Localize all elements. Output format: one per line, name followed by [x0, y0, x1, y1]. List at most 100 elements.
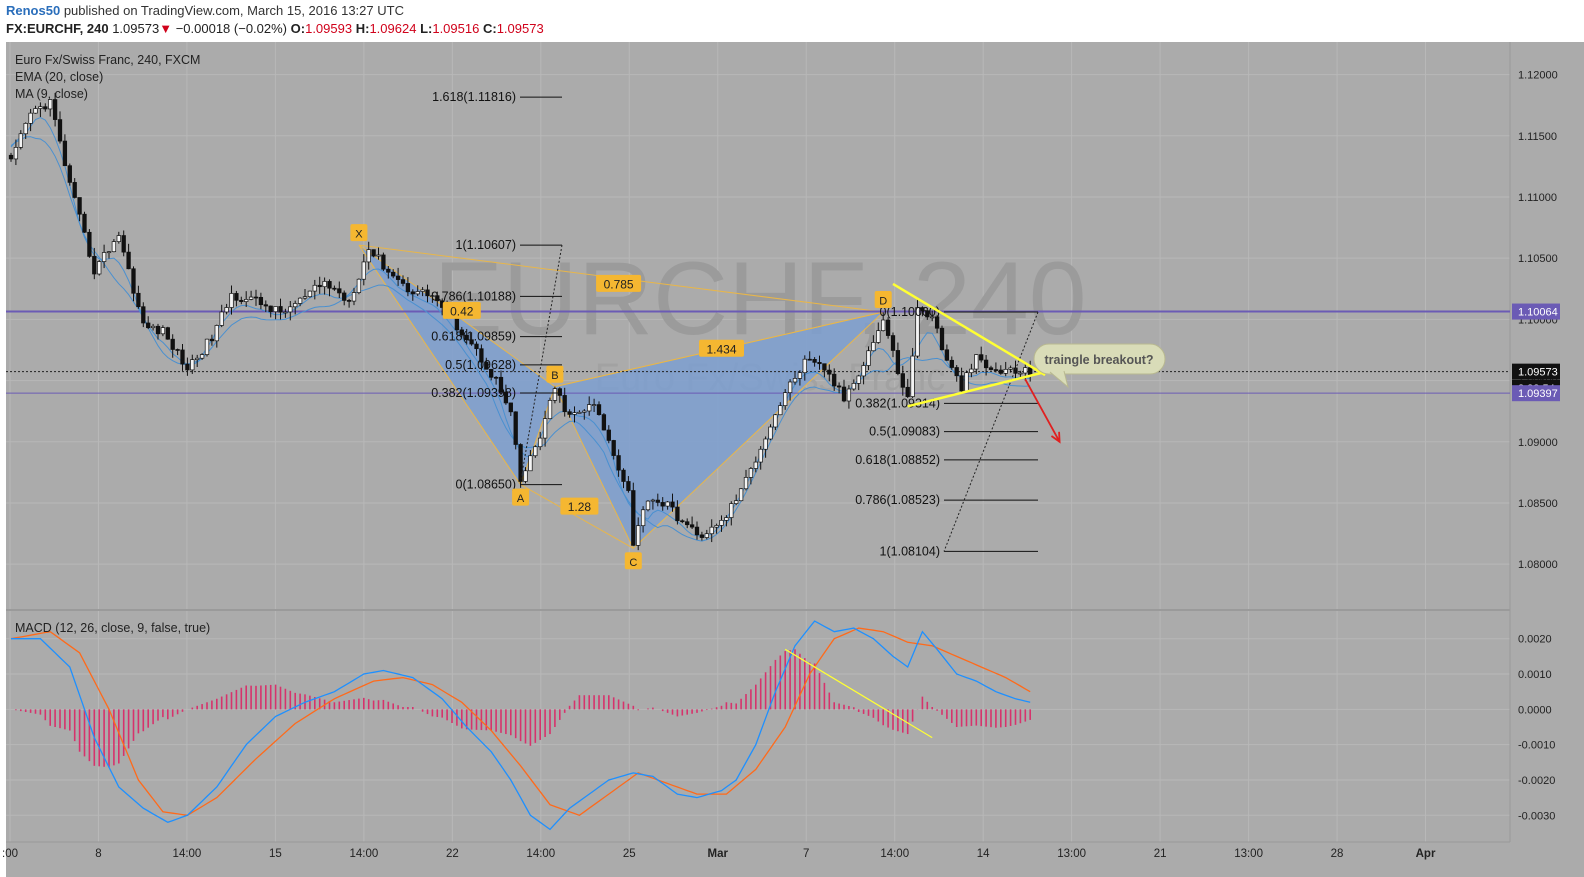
candle[interactable]	[591, 404, 597, 406]
candle[interactable]	[675, 506, 680, 522]
candle[interactable]	[38, 106, 43, 109]
candle[interactable]	[13, 147, 19, 160]
candle[interactable]	[376, 254, 381, 257]
candle[interactable]	[239, 299, 244, 302]
candle[interactable]	[680, 520, 685, 523]
candle[interactable]	[18, 133, 23, 148]
fibonacci-retracements[interactable]: 1.618(1.11816)1(1.10607)0.786(1.10188)0.…	[431, 90, 1039, 558]
author-link[interactable]: Renos50	[6, 3, 61, 18]
candle[interactable]	[1013, 367, 1018, 374]
candle[interactable]	[8, 154, 14, 160]
candle[interactable]	[988, 367, 994, 370]
candle[interactable]	[562, 395, 567, 413]
candle[interactable]	[474, 343, 479, 350]
candle[interactable]	[572, 412, 577, 415]
candle[interactable]	[645, 500, 651, 511]
candle[interactable]	[689, 524, 695, 528]
candle[interactable]	[180, 349, 185, 365]
candle[interactable]	[1023, 367, 1028, 374]
candle[interactable]	[464, 334, 469, 341]
candle[interactable]	[410, 291, 415, 295]
candle[interactable]	[405, 283, 411, 293]
candle[interactable]	[498, 376, 504, 393]
candle[interactable]	[489, 368, 494, 378]
chart-canvas[interactable]: EURCHF, 240 Euro Fx/Swiss Franc 1.618(1.…	[0, 42, 1584, 877]
macd-line[interactable]	[11, 620, 1031, 831]
candle[interactable]	[23, 123, 28, 135]
candle[interactable]	[82, 213, 87, 233]
candle[interactable]	[792, 378, 798, 383]
candle[interactable]	[430, 295, 435, 298]
candle[interactable]	[665, 501, 670, 507]
candle[interactable]	[263, 304, 268, 307]
candle[interactable]	[851, 383, 856, 390]
candle[interactable]	[67, 165, 72, 183]
candle[interactable]	[204, 338, 210, 355]
candle[interactable]	[596, 404, 602, 415]
candle[interactable]	[582, 410, 587, 413]
callout-bubble[interactable]	[1033, 343, 1166, 375]
candle[interactable]	[508, 402, 513, 413]
candle[interactable]	[199, 354, 205, 359]
candle[interactable]	[885, 319, 891, 336]
candle[interactable]	[949, 359, 954, 368]
candle[interactable]	[920, 307, 925, 312]
candle[interactable]	[518, 444, 523, 482]
candle[interactable]	[567, 411, 572, 415]
candle[interactable]	[866, 350, 871, 366]
candle[interactable]	[900, 373, 905, 388]
candle[interactable]	[258, 297, 264, 306]
candle[interactable]	[832, 373, 837, 387]
candle[interactable]	[415, 291, 420, 295]
candle[interactable]	[670, 501, 675, 508]
candle[interactable]	[106, 251, 112, 254]
pattern-ac-line[interactable]	[520, 484, 634, 549]
candle[interactable]	[459, 329, 464, 336]
harmonic-pattern[interactable]	[358, 244, 885, 550]
candle[interactable]	[268, 305, 273, 313]
candle[interactable]	[381, 254, 386, 270]
candle[interactable]	[195, 357, 200, 360]
candle[interactable]	[557, 388, 562, 396]
candle[interactable]	[33, 108, 38, 114]
candle[interactable]	[773, 414, 778, 428]
candle[interactable]	[611, 440, 616, 456]
candle[interactable]	[28, 112, 33, 124]
candle[interactable]	[386, 268, 391, 273]
candle[interactable]	[126, 251, 131, 270]
candle[interactable]	[229, 293, 234, 308]
candle[interactable]	[552, 388, 558, 401]
candle[interactable]	[479, 348, 484, 363]
triangle-upper-line[interactable]	[892, 282, 1046, 377]
candle[interactable]	[694, 526, 700, 536]
candle[interactable]	[87, 231, 92, 257]
candle[interactable]	[141, 306, 146, 324]
candle[interactable]	[523, 470, 528, 482]
time-axis[interactable]: :00 8 14:00 15 14:00 22 14:00 25 Mar 7 14:00 14 13:0…	[2, 848, 1436, 860]
candle[interactable]	[778, 405, 783, 416]
candle[interactable]	[111, 241, 117, 253]
candle[interactable]	[915, 307, 920, 357]
candle[interactable]	[121, 235, 126, 253]
candle[interactable]	[533, 446, 538, 457]
candle[interactable]	[312, 284, 317, 292]
candle[interactable]	[841, 386, 847, 402]
candle[interactable]	[881, 319, 886, 332]
triangle-lower-line[interactable]	[907, 370, 1046, 408]
candle[interactable]	[165, 327, 170, 340]
candle[interactable]	[650, 499, 656, 502]
candle[interactable]	[538, 437, 543, 448]
candle[interactable]	[234, 293, 239, 301]
candle[interactable]	[72, 182, 77, 198]
candle[interactable]	[714, 525, 719, 528]
candle[interactable]	[1018, 372, 1023, 375]
candle[interactable]	[743, 477, 749, 490]
candle[interactable]	[317, 284, 322, 288]
candle[interactable]	[513, 411, 518, 445]
candle[interactable]	[224, 307, 229, 313]
macd-axis[interactable]: 0.0020 0.0010 0.0000 -0.0010 -0.0020 -0.0030	[1518, 634, 1555, 823]
candle[interactable]	[371, 249, 376, 257]
candle[interactable]	[787, 381, 793, 394]
signal-line[interactable]	[10, 627, 1031, 817]
candle[interactable]	[934, 316, 940, 329]
